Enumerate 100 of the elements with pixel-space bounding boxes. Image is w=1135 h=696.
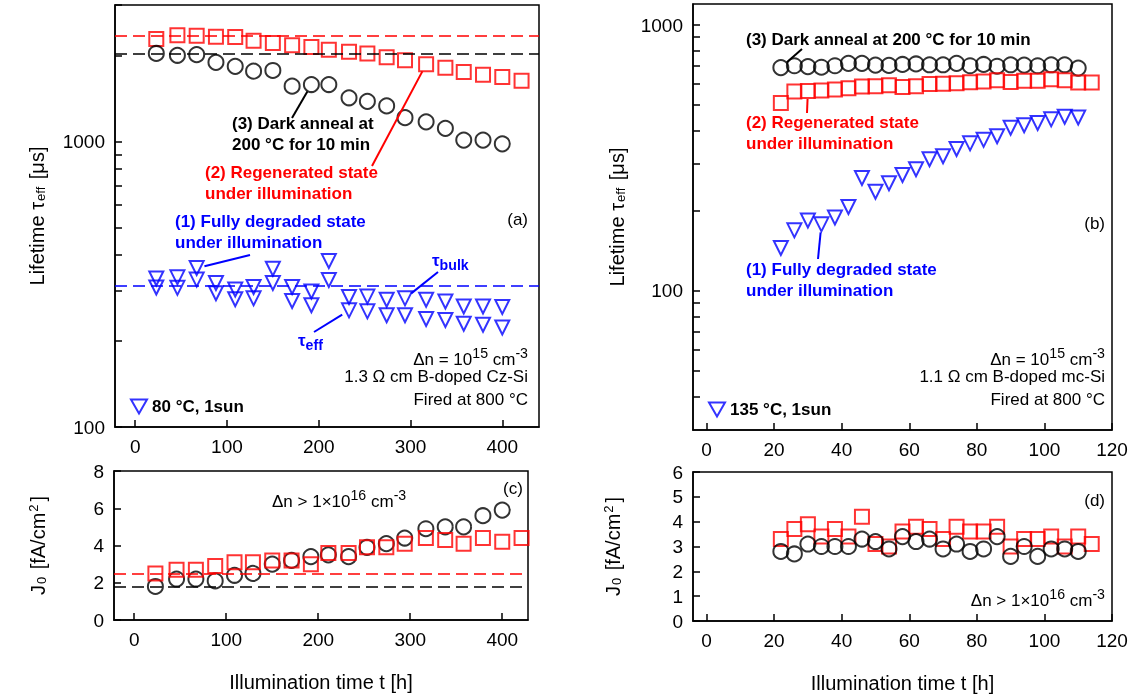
point: [1042, 540, 1060, 558]
point: [1070, 109, 1087, 126]
point: [148, 270, 165, 287]
y-axis-title: Lifetime τeff [μs]: [605, 147, 628, 287]
point: [948, 535, 966, 553]
point: [396, 535, 413, 552]
point: [948, 54, 966, 72]
point: [1016, 72, 1033, 89]
point: [169, 27, 186, 44]
point: [772, 95, 789, 112]
point: [908, 161, 925, 178]
point: [340, 544, 357, 561]
point: [975, 540, 993, 558]
point: [475, 298, 492, 315]
point: [839, 54, 857, 72]
y-tick-label: 0: [672, 610, 683, 632]
point: [1069, 542, 1087, 560]
point: [975, 55, 993, 73]
point: [227, 291, 244, 308]
point: [772, 542, 790, 560]
point: [417, 113, 435, 131]
point: [245, 62, 263, 80]
point: [207, 28, 224, 45]
point: [168, 561, 185, 578]
point: [962, 74, 979, 91]
point: [813, 528, 830, 545]
y-tick-label: 1000: [640, 14, 683, 36]
annotation: Δn > 1×10$^{16}$ cm$^{-3}$: [272, 486, 407, 512]
point: [437, 311, 454, 328]
legend-label: 80 °C, 1sun: [152, 397, 244, 416]
point: [975, 523, 992, 540]
x-tick-label: 20: [763, 439, 785, 460]
x-axis-title: Illumination time t [h]: [229, 671, 413, 693]
x-tick-label: 400: [486, 629, 519, 650]
point: [283, 77, 301, 95]
y-tick-label: 3: [672, 536, 683, 557]
x-tick-label: 400: [486, 436, 519, 457]
point: [378, 49, 395, 66]
point: [962, 523, 979, 540]
legend-label: 135 °C, 1sun: [730, 400, 832, 419]
point: [264, 260, 281, 277]
point: [147, 565, 164, 582]
point: [169, 269, 186, 286]
point: [975, 131, 992, 148]
point: [853, 54, 871, 72]
annotation: (2) Regenerated state under illumination: [205, 162, 379, 204]
point: [1002, 56, 1020, 74]
point: [207, 285, 224, 302]
annotation: (2) Regenerated state under illumination: [746, 112, 920, 154]
point: [341, 43, 358, 60]
point: [263, 555, 281, 573]
point: [494, 319, 511, 336]
point: [245, 279, 262, 296]
point: [1029, 72, 1046, 89]
point: [1083, 74, 1100, 91]
point: [880, 175, 897, 192]
point: [1029, 547, 1047, 565]
point: [227, 28, 244, 45]
y-tick-label: 1000: [62, 130, 105, 152]
point: [1042, 56, 1060, 74]
point: [894, 78, 911, 95]
point: [813, 82, 830, 99]
y-axis-title: J0 [fA/cm2]: [26, 495, 49, 596]
point: [148, 31, 165, 48]
y-tick-label: 5: [672, 486, 683, 508]
point: [785, 57, 803, 75]
point: [358, 92, 376, 110]
y-tick-label: 100: [651, 280, 683, 302]
y-tick-label: 1: [672, 585, 683, 607]
point: [961, 57, 979, 75]
point: [1043, 528, 1060, 545]
annotation: (3) Dark anneal at 200 °C for 10 min: [232, 113, 375, 155]
point: [1029, 531, 1046, 548]
point: [907, 533, 925, 551]
point: [264, 61, 282, 79]
annotation: Fired at 800 °C: [413, 389, 528, 410]
point: [1015, 538, 1033, 555]
point: [418, 291, 435, 308]
point: [303, 38, 320, 55]
point: [493, 135, 511, 153]
point: [437, 531, 454, 548]
point: [1043, 111, 1060, 128]
point: [799, 58, 817, 76]
point: [853, 169, 870, 186]
point: [474, 530, 491, 547]
point: [226, 57, 244, 75]
x-tick-label: 60: [898, 439, 920, 460]
annotation: Fired at 800 °C: [990, 389, 1105, 410]
point: [840, 80, 857, 97]
point: [785, 545, 803, 563]
point: [188, 27, 205, 44]
point: [1056, 56, 1074, 74]
point: [264, 552, 281, 569]
point: [226, 554, 243, 571]
point: [206, 572, 224, 590]
x-tick-label: 120: [1096, 630, 1128, 651]
point: [377, 535, 395, 553]
point: [962, 135, 979, 152]
point: [799, 82, 816, 99]
point: [455, 131, 473, 149]
